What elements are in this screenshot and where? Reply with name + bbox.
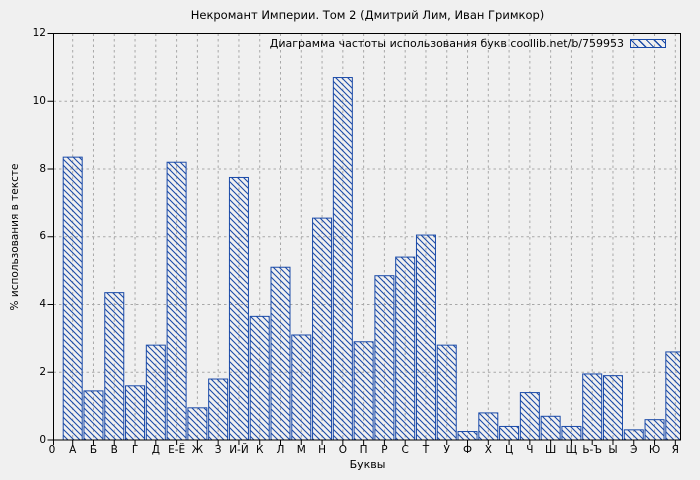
bar-В: [104, 292, 125, 440]
legend-label: Диаграмма частоты использования букв coo…: [269, 37, 624, 50]
x-tick-label-А: А: [69, 444, 77, 456]
bar-Я: [665, 351, 681, 440]
x-tick-label-Д: Д: [151, 444, 160, 456]
bar-Л: [270, 266, 291, 440]
bar-Ж: [187, 407, 208, 440]
bar-Ц: [499, 425, 520, 440]
legend: Диаграмма частоты использования букв coo…: [270, 37, 666, 50]
bar-Э: [623, 429, 644, 440]
x-tick-label-В: В: [110, 444, 118, 456]
legend-swatch-icon: [630, 39, 666, 48]
x-tick-label-Ш: Ш: [545, 444, 557, 456]
x-tick-label-У: У: [443, 444, 450, 456]
x-tick-label-С: С: [401, 444, 409, 456]
y-tick-label-0: 0: [39, 433, 46, 446]
x-tick-label-Щ: Щ: [565, 444, 578, 456]
bar-Ю: [644, 419, 665, 440]
bar-Ф: [457, 431, 478, 440]
y-tick-label-8: 8: [39, 162, 46, 175]
bar-У: [436, 344, 457, 440]
bar-П: [353, 341, 374, 440]
x-tick-label-Ц: Ц: [505, 444, 514, 456]
x-tick-label-К: К: [255, 444, 264, 456]
bar-Ч: [519, 392, 540, 440]
bar-Е-Ё: [166, 161, 187, 440]
x-tick-label-Ь-Ъ: Ь-Ъ: [582, 444, 603, 456]
x-tick-label-Э: Э: [630, 444, 638, 456]
bar-Д: [145, 344, 166, 440]
bar-Б: [83, 390, 104, 440]
bar-З: [208, 378, 229, 440]
x-tick-label-Ы: Ы: [608, 444, 618, 456]
x-tick-label-Ю: Ю: [648, 444, 661, 456]
x-tick-label-Н: Н: [318, 444, 326, 456]
y-tick-label-6: 6: [39, 230, 46, 243]
bar-А: [62, 156, 83, 440]
bars: [62, 77, 681, 440]
bar-Х: [478, 412, 499, 440]
bar-Г: [125, 385, 146, 440]
y-tick-label-12: 12: [32, 27, 46, 39]
x-tick-label-Л: Л: [276, 444, 285, 456]
y-tick-label-10: 10: [32, 94, 46, 107]
bar-Ь-Ъ: [582, 373, 603, 440]
y-tick-label-2: 2: [39, 365, 46, 378]
x-tick-label-Х: Х: [484, 444, 492, 456]
bar-Н: [312, 217, 333, 440]
bar-М: [291, 334, 312, 440]
x-tick-label-Г: Г: [131, 444, 139, 456]
x-tick-label-М: М: [296, 444, 306, 456]
x-tick-label-П: П: [359, 444, 368, 456]
x-tick-label-Т: Т: [422, 444, 430, 456]
chart-title: Некромант Империи. Том 2 (Дмитрий Лим, И…: [190, 8, 545, 22]
x-tick-label-Ф: Ф: [462, 444, 473, 456]
x-tick-label-О: О: [338, 444, 347, 456]
x-tick-label-origin: 0: [48, 444, 56, 456]
x-tick-label-Б: Б: [89, 444, 98, 456]
bar-Т: [415, 234, 436, 440]
bar-К: [249, 315, 270, 440]
x-tick-label-Р: Р: [381, 444, 388, 456]
bar-О: [332, 77, 353, 440]
bar-Щ: [561, 425, 582, 440]
x-tick-label-Ч: Ч: [526, 444, 534, 456]
x-axis-title: Буквы: [349, 458, 386, 471]
bar-Ш: [540, 415, 561, 440]
bar-С: [395, 256, 416, 440]
x-tick-label-З: З: [214, 444, 222, 456]
bar-Ы: [602, 375, 623, 440]
x-tick-label-Я: Я: [671, 444, 679, 456]
x-tick-label-Ж: Ж: [191, 444, 204, 456]
x-tick-label-И-Й: И-Й: [229, 444, 249, 456]
x-tick-label-Е-Ё: Е-Ё: [168, 444, 186, 456]
bar-И-Й: [228, 176, 249, 440]
y-tick-label-4: 4: [39, 298, 46, 310]
bar-Р: [374, 275, 395, 440]
tick-marks: [47, 33, 676, 445]
